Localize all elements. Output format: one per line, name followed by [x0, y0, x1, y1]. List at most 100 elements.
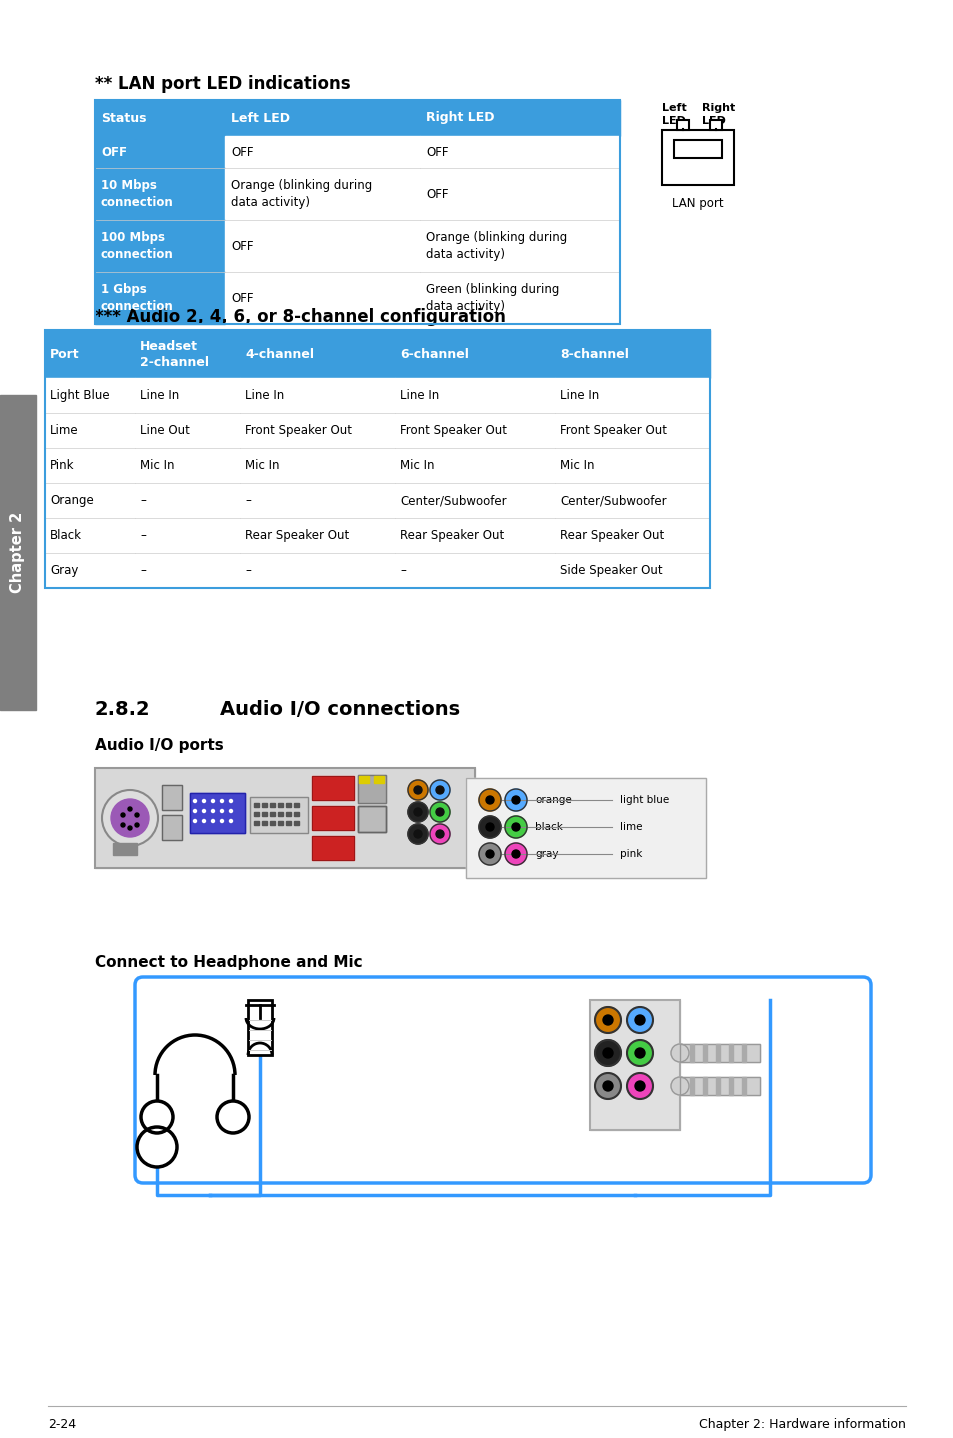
- Circle shape: [135, 812, 139, 817]
- Text: Chapter 2: Hardware information: Chapter 2: Hardware information: [699, 1418, 905, 1431]
- Bar: [240, 449, 395, 483]
- Bar: [679, 1044, 760, 1063]
- Bar: [190, 792, 245, 833]
- Bar: [702, 1044, 706, 1063]
- Bar: [286, 812, 291, 815]
- Bar: [248, 999, 272, 1055]
- Circle shape: [512, 797, 519, 804]
- Text: Mic In: Mic In: [140, 459, 174, 472]
- Circle shape: [436, 830, 443, 838]
- Circle shape: [512, 823, 519, 831]
- Bar: [419, 220, 619, 272]
- Circle shape: [512, 850, 519, 858]
- Circle shape: [670, 1077, 688, 1094]
- Text: Rear Speaker Out: Rear Speaker Out: [245, 529, 349, 542]
- Bar: [240, 554, 395, 588]
- Circle shape: [408, 779, 428, 800]
- Bar: [240, 518, 395, 554]
- Bar: [395, 449, 555, 483]
- Bar: [95, 101, 225, 137]
- Bar: [0, 395, 36, 710]
- Circle shape: [193, 800, 196, 802]
- Bar: [162, 815, 182, 840]
- Bar: [253, 802, 258, 807]
- Text: Front Speaker Out: Front Speaker Out: [245, 424, 352, 437]
- Text: Light Blue: Light Blue: [50, 390, 110, 403]
- Bar: [225, 220, 419, 272]
- Text: 8-channel: 8-channel: [559, 348, 628, 361]
- Circle shape: [230, 820, 233, 823]
- Bar: [395, 413, 555, 449]
- Text: LED: LED: [661, 116, 685, 127]
- Circle shape: [220, 810, 223, 812]
- Bar: [555, 378, 709, 413]
- Bar: [45, 329, 135, 378]
- Text: OFF: OFF: [231, 240, 253, 253]
- Bar: [95, 768, 475, 869]
- Circle shape: [430, 779, 450, 800]
- Text: Right: Right: [701, 104, 735, 114]
- Text: Left LED: Left LED: [231, 112, 290, 125]
- Text: –: –: [140, 529, 146, 542]
- Circle shape: [626, 1040, 652, 1066]
- Bar: [95, 101, 619, 324]
- Bar: [357, 775, 386, 802]
- Bar: [358, 777, 369, 784]
- Bar: [357, 775, 386, 802]
- Bar: [419, 272, 619, 324]
- Bar: [95, 768, 475, 869]
- Text: –: –: [399, 564, 405, 577]
- Bar: [253, 812, 258, 815]
- Circle shape: [102, 789, 158, 846]
- Circle shape: [137, 1127, 177, 1168]
- Circle shape: [212, 810, 214, 812]
- Circle shape: [121, 823, 125, 827]
- Bar: [716, 1044, 720, 1063]
- Circle shape: [128, 825, 132, 830]
- Text: black: black: [535, 823, 562, 833]
- Circle shape: [202, 800, 205, 802]
- Text: Mic In: Mic In: [399, 459, 434, 472]
- Circle shape: [635, 1048, 644, 1058]
- Circle shape: [504, 843, 526, 866]
- Text: Side Speaker Out: Side Speaker Out: [559, 564, 662, 577]
- Text: OFF: OFF: [426, 187, 448, 200]
- Text: Center/Subwoofer: Center/Subwoofer: [399, 495, 506, 508]
- Bar: [312, 777, 354, 800]
- Bar: [741, 1077, 745, 1094]
- Bar: [555, 329, 709, 378]
- Bar: [555, 554, 709, 588]
- Text: –: –: [245, 495, 251, 508]
- Text: 1 Gbps
connection: 1 Gbps connection: [101, 283, 173, 313]
- Circle shape: [504, 789, 526, 811]
- Circle shape: [121, 812, 125, 817]
- Text: OFF: OFF: [231, 292, 253, 305]
- Text: Connect to Headphone and Mic: Connect to Headphone and Mic: [95, 955, 362, 971]
- Bar: [135, 554, 240, 588]
- Text: Black: Black: [50, 529, 82, 542]
- Text: Right LED: Right LED: [426, 112, 494, 125]
- Bar: [95, 272, 225, 324]
- Bar: [395, 329, 555, 378]
- Bar: [45, 413, 135, 449]
- Text: lime: lime: [619, 823, 641, 833]
- Bar: [728, 1044, 732, 1063]
- Bar: [135, 413, 240, 449]
- Bar: [395, 378, 555, 413]
- Text: Audio I/O connections: Audio I/O connections: [220, 700, 459, 719]
- Bar: [95, 220, 225, 272]
- Bar: [240, 329, 395, 378]
- Text: 2.8.2: 2.8.2: [95, 700, 151, 719]
- Bar: [661, 129, 733, 186]
- Bar: [677, 119, 688, 129]
- Bar: [240, 483, 395, 518]
- Bar: [312, 807, 354, 830]
- Circle shape: [135, 823, 139, 827]
- Circle shape: [141, 1102, 172, 1133]
- Bar: [286, 821, 291, 825]
- Text: LAN port: LAN port: [672, 197, 723, 210]
- Bar: [277, 821, 283, 825]
- Text: Gray: Gray: [50, 564, 78, 577]
- Bar: [262, 812, 267, 815]
- Text: Line In: Line In: [399, 390, 438, 403]
